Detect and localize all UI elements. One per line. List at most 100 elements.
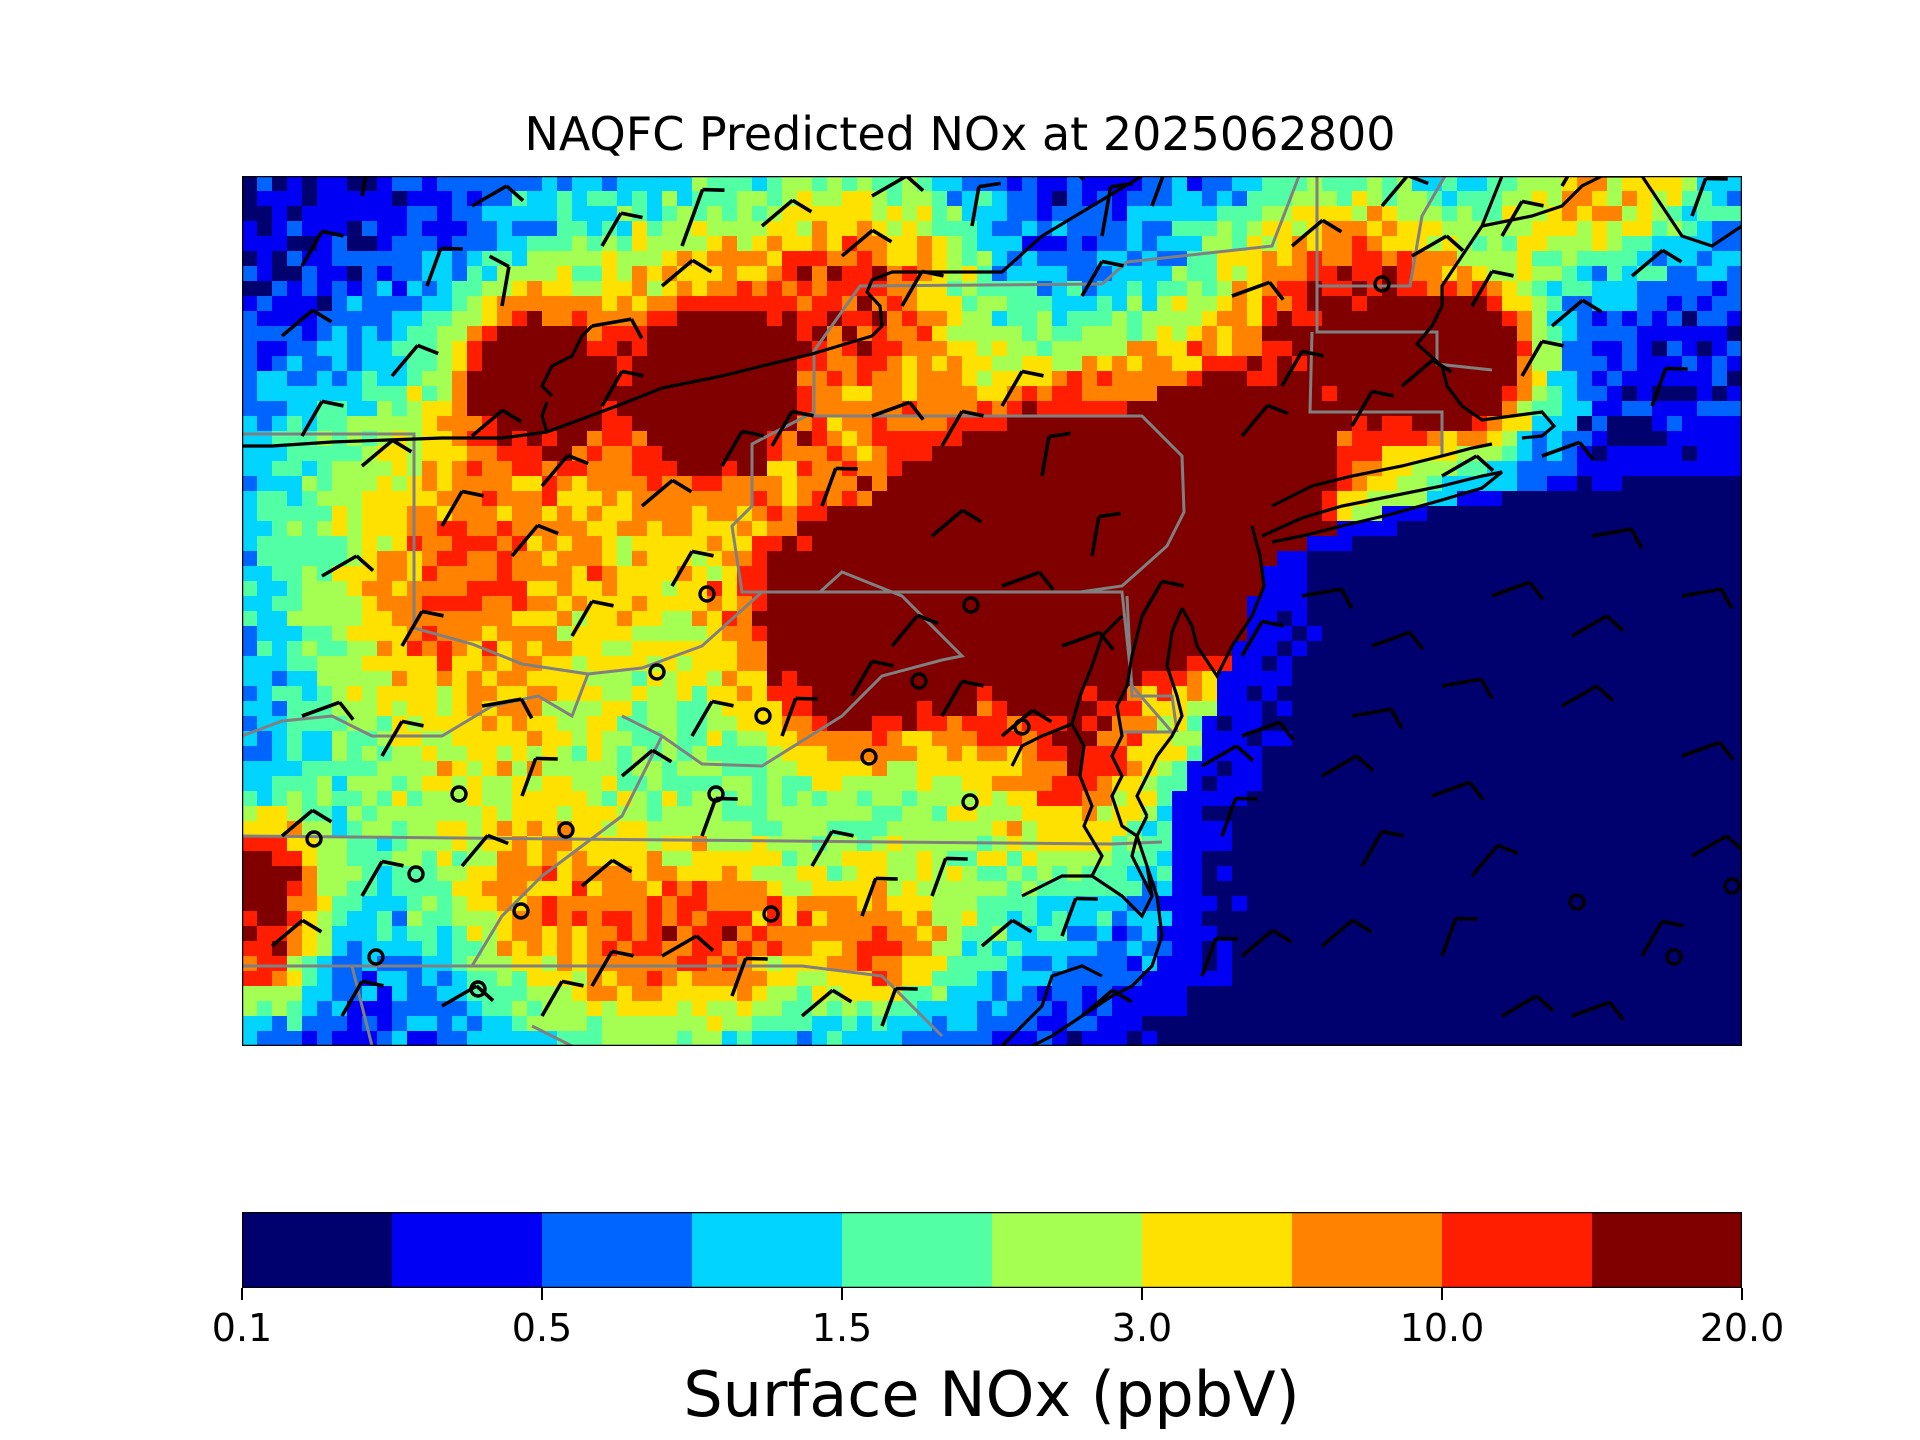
grid-cell (737, 746, 753, 762)
grid-cell (917, 551, 933, 567)
grid-cell (1382, 656, 1398, 672)
grid-cell (1277, 866, 1293, 882)
grid-cell (647, 281, 663, 297)
grid-cell (1562, 626, 1578, 642)
grid-cell (662, 401, 678, 417)
grid-cell (1412, 476, 1428, 492)
grid-cell (1247, 461, 1263, 477)
grid-cell (467, 731, 483, 747)
grid-cell (1142, 266, 1158, 282)
grid-cell (1502, 281, 1518, 297)
grid-cell (497, 551, 513, 567)
grid-cell (602, 881, 618, 897)
grid-cell (1577, 671, 1593, 687)
grid-cell (1472, 266, 1488, 282)
grid-cell (422, 776, 438, 792)
grid-cell (467, 686, 483, 702)
grid-cell (1382, 221, 1398, 237)
grid-cell (1082, 611, 1098, 627)
grid-cell (1172, 431, 1188, 447)
grid-cell (377, 476, 393, 492)
grid-cell (257, 386, 273, 402)
grid-cell (1592, 716, 1608, 732)
grid-cell (332, 371, 348, 387)
grid-cell (1652, 776, 1668, 792)
grid-cell (812, 476, 828, 492)
grid-cell (587, 356, 603, 372)
grid-cell (377, 221, 393, 237)
grid-cell (1637, 851, 1653, 867)
grid-cell (1292, 671, 1308, 687)
grid-cell (1517, 566, 1533, 582)
grid-cell (1367, 671, 1383, 687)
grid-cell (887, 296, 903, 312)
grid-cell (767, 221, 783, 237)
grid-cell (857, 401, 873, 417)
grid-cell (1172, 176, 1188, 192)
grid-cell (437, 896, 453, 912)
grid-cell (347, 476, 363, 492)
grid-cell (692, 326, 708, 342)
grid-cell (557, 521, 573, 537)
grid-cell (1232, 476, 1248, 492)
grid-cell (1157, 596, 1173, 612)
grid-cell (1487, 401, 1503, 417)
grid-cell (287, 236, 303, 252)
grid-cell (1322, 326, 1338, 342)
grid-cell (272, 881, 288, 897)
grid-cell (1322, 341, 1338, 357)
grid-cell (1277, 851, 1293, 867)
grid-cell (872, 206, 888, 222)
grid-cell (497, 476, 513, 492)
grid-cell (1367, 536, 1383, 552)
grid-cell (272, 911, 288, 927)
grid-cell (962, 356, 978, 372)
grid-cell (917, 641, 933, 657)
grid-cell (812, 806, 828, 822)
grid-cell (1637, 806, 1653, 822)
grid-cell (1472, 731, 1488, 747)
grid-cell (377, 326, 393, 342)
grid-cell (347, 821, 363, 837)
grid-cell (1592, 281, 1608, 297)
grid-cell (527, 626, 543, 642)
grid-cell (977, 896, 993, 912)
grid-cell (1637, 236, 1653, 252)
grid-cell (482, 536, 498, 552)
grid-cell (1082, 296, 1098, 312)
grid-cell (1577, 386, 1593, 402)
grid-cell (1607, 716, 1623, 732)
grid-cell (317, 881, 333, 897)
grid-cell (662, 611, 678, 627)
grid-cell (1337, 806, 1353, 822)
grid-cell (1442, 401, 1458, 417)
grid-cell (452, 356, 468, 372)
grid-cell (362, 191, 378, 207)
grid-cell (782, 206, 798, 222)
grid-cell (1277, 776, 1293, 792)
grid-cell (362, 851, 378, 867)
grid-cell (1517, 866, 1533, 882)
grid-cell (272, 551, 288, 567)
grid-cell (1532, 776, 1548, 792)
grid-cell (1247, 821, 1263, 837)
grid-cell (1472, 836, 1488, 852)
grid-cell (782, 761, 798, 777)
grid-cell (392, 566, 408, 582)
grid-cell (1172, 371, 1188, 387)
grid-cell (587, 851, 603, 867)
grid-cell (1442, 851, 1458, 867)
grid-cell (1637, 611, 1653, 627)
grid-cell (827, 521, 843, 537)
grid-cell (542, 326, 558, 342)
grid-cell (572, 536, 588, 552)
grid-cell (767, 551, 783, 567)
grid-cell (1262, 551, 1278, 567)
grid-cell (1352, 866, 1368, 882)
grid-cell (497, 671, 513, 687)
grid-cell (1112, 476, 1128, 492)
grid-cell (707, 641, 723, 657)
grid-cell (1112, 821, 1128, 837)
grid-cell (992, 851, 1008, 867)
grid-cell (1262, 266, 1278, 282)
